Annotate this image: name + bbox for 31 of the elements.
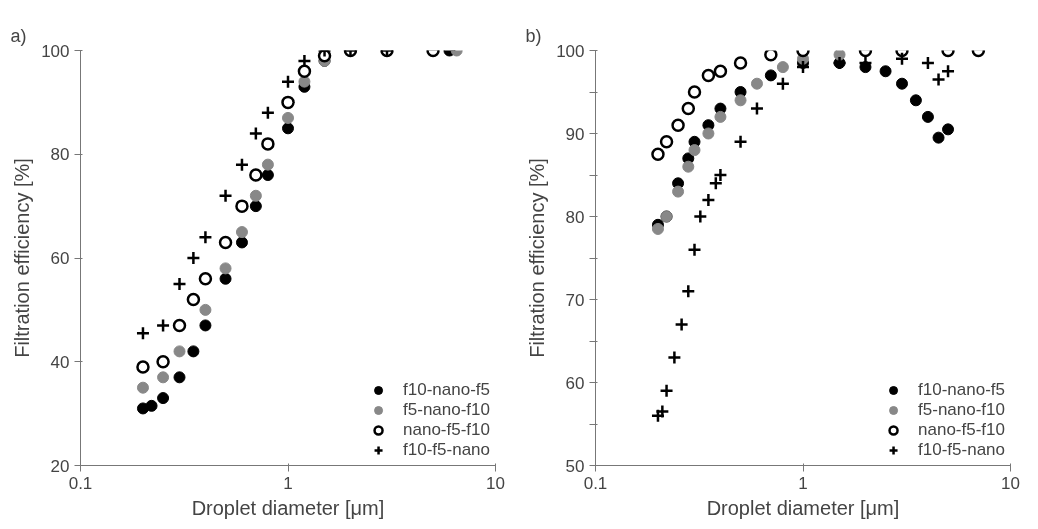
- legend-label: nano-f5-f10: [918, 420, 1005, 440]
- legend-label: f10-f5-nano: [918, 440, 1005, 460]
- legend-label: f10-nano-f5: [918, 380, 1005, 400]
- y-tick-label: 100: [556, 41, 585, 61]
- x-axis-title: Droplet diameter [μm]: [706, 496, 900, 519]
- legend-label: f5-nano-f10: [918, 400, 1005, 420]
- x-axis-title: Droplet diameter [μm]: [191, 496, 385, 519]
- y-tick-label: 50: [565, 456, 585, 476]
- x-tick-label: 0.1: [583, 473, 608, 493]
- y-tick-label: 80: [50, 145, 70, 165]
- x-tick-label: 10: [1001, 473, 1020, 493]
- y-axis-title: Filtration efficiency [%]: [11, 158, 34, 358]
- y-tick-label: 70: [565, 290, 585, 310]
- legend-label: nano-f5-f10: [403, 420, 490, 440]
- legend-label: f10-f5-nano: [403, 440, 490, 460]
- y-tick-label: 60: [565, 373, 585, 393]
- y-tick-label: 20: [50, 456, 70, 476]
- text: b): [525, 25, 542, 46]
- y-tick-label: 60: [50, 249, 70, 268]
- y-tick-label: 80: [565, 207, 585, 227]
- y-tick-label: 90: [565, 124, 585, 144]
- x-tick-label: 0.1: [68, 473, 93, 493]
- legend-label: f10-nano-f5: [403, 380, 490, 400]
- text: a): [10, 25, 27, 46]
- x-tick-label: 1: [798, 473, 808, 493]
- y-axis-title: Filtration efficiency [%]: [526, 158, 549, 358]
- x-tick-label: 10: [486, 473, 505, 493]
- legend-label: f5-nano-f10: [403, 400, 490, 420]
- y-tick-label: 40: [50, 352, 70, 372]
- x-tick-label: 1: [283, 473, 293, 493]
- y-tick-label: 100: [41, 41, 70, 61]
